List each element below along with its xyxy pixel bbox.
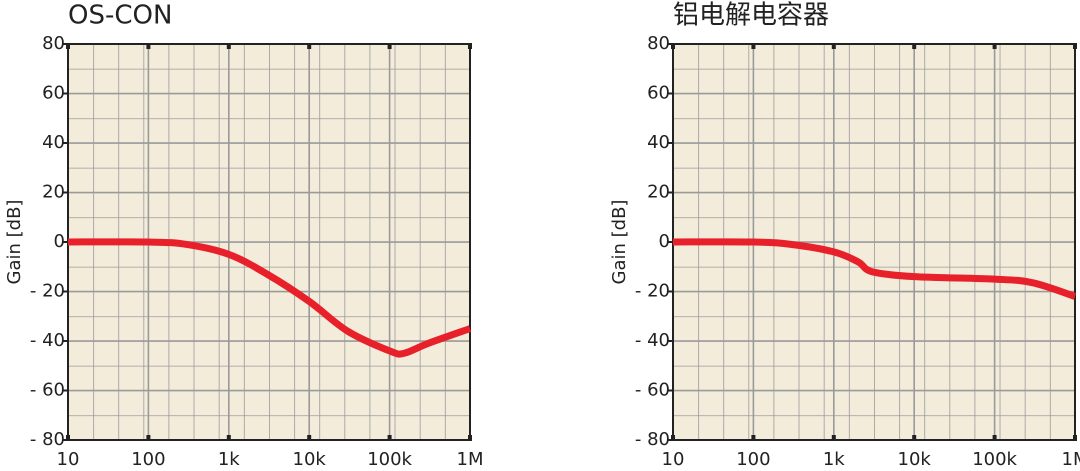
y-tick-label: - 80 [635, 429, 670, 450]
y-tick-label: 60 [647, 83, 670, 104]
y-tick-label: 0 [659, 231, 670, 252]
y-tick-label: 40 [42, 132, 65, 153]
y-tick-label: 20 [647, 182, 670, 203]
chart-title: 铝电解电容器 [673, 1, 829, 31]
y-tick-label: - 60 [635, 380, 670, 401]
x-tick-label: 100k [367, 449, 412, 470]
x-tick-label: 1M [457, 449, 484, 470]
y-tick-label: 40 [647, 132, 670, 153]
y-tick-label: - 80 [30, 429, 65, 450]
y-tick-label: - 40 [635, 330, 670, 351]
x-tick-label: 10k [293, 449, 327, 470]
data-line [672, 238, 1077, 300]
x-tick-label: 100 [131, 449, 165, 470]
y-tick-label: - 20 [30, 281, 65, 302]
x-tick-label: 10 [57, 449, 80, 470]
x-tick-label: 1M [1062, 449, 1080, 470]
chart-title: OS-CON [68, 1, 172, 31]
x-tick-label: 100 [736, 449, 770, 470]
y-tick-label: 80 [42, 33, 65, 54]
x-tick-label: 10k [898, 449, 932, 470]
x-tick-label: 10 [662, 449, 685, 470]
y-tick-label: 0 [54, 231, 65, 252]
x-tick-label: 100k [972, 449, 1017, 470]
y-axis-label: Gain [dB] [4, 200, 25, 285]
y-tick-label: - 20 [635, 281, 670, 302]
data-line [67, 238, 472, 358]
y-tick-label: - 60 [30, 380, 65, 401]
y-tick-label: 60 [42, 83, 65, 104]
x-tick-label: 1k [218, 449, 240, 470]
x-tick-label: 1k [823, 449, 845, 470]
y-tick-label: 80 [647, 33, 670, 54]
y-tick-label: - 40 [30, 330, 65, 351]
y-axis-label: Gain [dB] [609, 200, 630, 285]
y-tick-label: 20 [42, 182, 65, 203]
